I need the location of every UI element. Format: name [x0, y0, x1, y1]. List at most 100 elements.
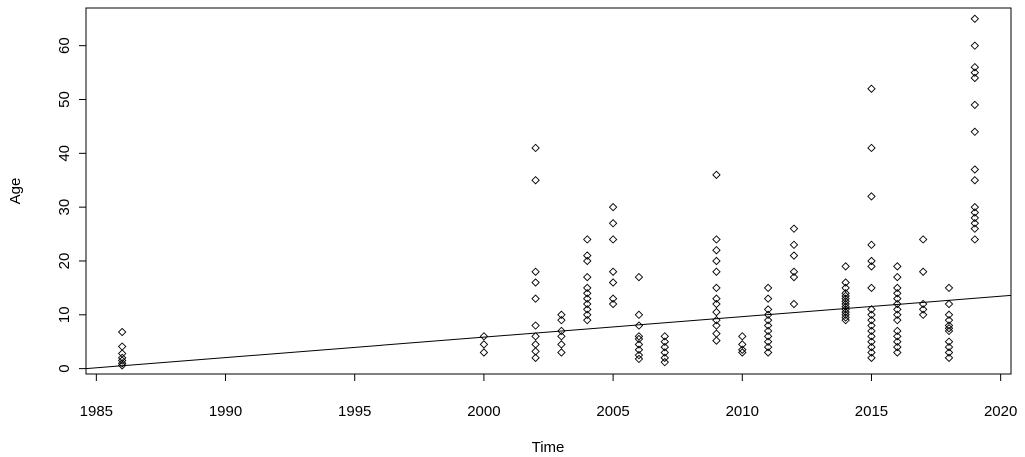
data-point	[841, 307, 850, 317]
data-point	[634, 350, 644, 360]
data-point	[763, 315, 773, 325]
data-point	[531, 143, 540, 153]
data-point	[531, 353, 540, 363]
data-point	[841, 297, 850, 306]
data-point	[789, 299, 799, 309]
data-point	[712, 321, 721, 330]
data-point	[117, 353, 127, 363]
data-point	[660, 348, 670, 357]
data-point	[970, 224, 980, 233]
data-point	[712, 329, 721, 338]
data-point	[970, 202, 980, 212]
data-point	[867, 256, 876, 266]
x-axis-title: Time	[532, 439, 565, 456]
data-point	[531, 332, 540, 341]
data-point	[789, 240, 799, 250]
data-point	[117, 327, 127, 337]
x-tick-label: 2005	[596, 403, 629, 420]
data-point	[970, 68, 980, 77]
data-point	[918, 310, 928, 320]
data-point	[583, 251, 592, 260]
data-point	[583, 235, 592, 244]
data-point	[867, 353, 876, 363]
data-point	[712, 294, 721, 303]
data-point	[944, 310, 954, 320]
data-point	[712, 307, 721, 317]
data-point	[867, 262, 876, 271]
data-point	[893, 283, 902, 293]
data-point	[867, 321, 876, 330]
data-point	[789, 272, 799, 282]
data-point	[867, 337, 876, 346]
data-point	[841, 294, 850, 303]
data-point	[893, 289, 902, 298]
data-point	[479, 348, 489, 357]
data-point	[970, 235, 980, 244]
data-point	[117, 361, 127, 370]
data-point	[763, 321, 773, 330]
data-point	[893, 315, 902, 325]
data-point	[634, 354, 644, 364]
y-tick-label: 10	[56, 306, 73, 323]
data-point	[867, 240, 876, 250]
data-point	[970, 14, 980, 24]
data-point	[634, 334, 644, 344]
data-point	[634, 310, 644, 320]
x-tick-label: 2020	[984, 403, 1017, 420]
data-point	[738, 345, 747, 355]
data-point	[970, 208, 980, 217]
data-point	[789, 267, 799, 276]
data-point	[841, 283, 850, 293]
x-tick-label: 2015	[855, 403, 888, 420]
data-point	[117, 342, 127, 351]
data-point	[918, 299, 928, 309]
data-point	[867, 348, 876, 357]
x-tick-label: 1990	[209, 403, 242, 420]
data-point	[608, 219, 618, 228]
x-axis: 1985 1990 1995 2000 2005 2010 2015 2020	[80, 374, 1017, 420]
x-tick-label: 1985	[80, 403, 113, 420]
data-point	[660, 353, 670, 363]
data-point	[893, 348, 902, 357]
data-point	[557, 326, 566, 336]
data-point	[608, 278, 618, 287]
data-point	[893, 342, 902, 352]
data-point	[970, 219, 980, 228]
data-point	[841, 302, 850, 311]
data-point	[763, 310, 773, 320]
data-point	[634, 345, 644, 355]
data-point	[918, 267, 928, 276]
data-point	[867, 326, 876, 336]
data-point	[531, 347, 540, 356]
data-point	[531, 294, 540, 303]
data-point	[841, 278, 850, 287]
data-point	[557, 315, 566, 325]
data-point	[763, 326, 773, 336]
data-point	[608, 202, 618, 212]
data-point	[660, 337, 670, 346]
data-point	[763, 332, 773, 341]
data-point	[944, 353, 954, 363]
data-point	[970, 73, 980, 83]
data-point	[970, 165, 980, 174]
data-point	[944, 315, 954, 325]
data-point	[970, 41, 980, 50]
data-point	[867, 283, 876, 293]
data-point	[117, 349, 127, 358]
data-point	[893, 310, 902, 320]
data-point	[660, 342, 670, 352]
data-point	[712, 336, 721, 345]
data-point	[712, 283, 721, 293]
data-point	[660, 357, 670, 367]
data-point	[893, 305, 902, 314]
y-axis: 0 10 20 30 40 50 60	[56, 37, 86, 373]
data-point	[944, 337, 954, 346]
y-tick-label: 50	[56, 91, 73, 108]
data-point	[841, 315, 850, 325]
data-point	[712, 170, 721, 180]
data-point	[763, 337, 773, 346]
data-point	[531, 340, 540, 349]
data-point	[557, 340, 566, 349]
data-point	[944, 348, 954, 357]
